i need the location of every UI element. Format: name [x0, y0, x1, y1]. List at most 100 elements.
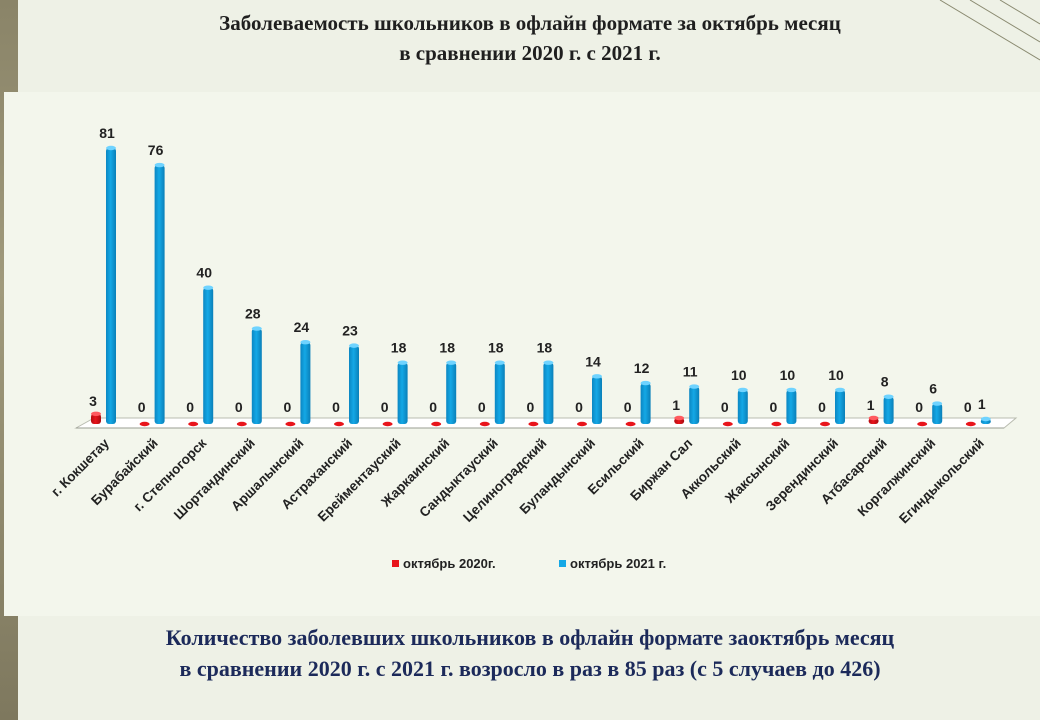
value-label-2021: 76 [148, 142, 164, 158]
value-label-2021: 14 [585, 353, 601, 369]
legend-marker-2020 [392, 560, 399, 567]
value-label-2021: 6 [929, 381, 937, 397]
bar-2021-top [640, 380, 651, 386]
bar-2020 [236, 421, 247, 427]
category-label: Шортандинский [171, 436, 258, 523]
bar-2020-top [674, 415, 685, 421]
bar-2020 [577, 421, 587, 427]
value-label-2021: 40 [196, 265, 212, 281]
legend-label-2021: октябрь 2021 г. [570, 556, 666, 571]
bar-2020 [382, 421, 393, 427]
bar-2020 [188, 421, 199, 427]
bar-2020 [722, 421, 733, 427]
bar-2021-top [251, 326, 262, 331]
value-label-2021: 8 [881, 374, 889, 390]
bar-2020 [431, 421, 442, 427]
value-label-2020: 0 [284, 399, 292, 415]
bar-2020 [528, 421, 539, 427]
bar-2021-top [543, 360, 554, 365]
bar-2021-top [349, 343, 359, 348]
bar-2021 [932, 403, 943, 424]
value-label-2020: 0 [915, 399, 923, 415]
corner-decoration [939, 0, 1040, 61]
bar-2020 [479, 421, 490, 427]
bar-2020 [334, 421, 344, 427]
value-label-2020: 0 [186, 399, 194, 415]
value-label-2021: 81 [99, 125, 115, 141]
title-line-2: в сравнении 2020 г. с 2021 г. [399, 41, 661, 65]
value-label-2021: 10 [780, 367, 796, 383]
value-label-2020: 0 [721, 399, 729, 415]
bar-2021 [251, 328, 262, 424]
category-label: Целиноградский [460, 436, 549, 525]
bar-2021 [203, 287, 214, 424]
value-label-2021: 24 [294, 319, 310, 335]
bar-2021-top [300, 340, 311, 345]
title-line-1: Заболеваемость школьников в офлайн форма… [219, 11, 841, 35]
bar-2021-top [203, 285, 214, 290]
bar-2021 [592, 376, 602, 424]
value-label-2021: 18 [391, 340, 407, 356]
bar-2021-top [154, 162, 165, 168]
slide-title: Заболеваемость школьников в офлайн форма… [20, 8, 1040, 68]
bar-2021 [154, 165, 165, 424]
bar-2021 [349, 345, 359, 424]
bar-2021 [494, 362, 505, 424]
bar-2021 [397, 362, 408, 424]
value-label-2020: 0 [429, 399, 437, 415]
value-label-2020: 0 [770, 399, 778, 415]
bar-2021 [640, 383, 651, 424]
value-label-2020: 1 [867, 397, 875, 413]
bar-2020 [917, 421, 928, 427]
value-label-2021: 12 [634, 360, 650, 376]
bar-2021 [737, 389, 748, 424]
bar-2021-top [592, 374, 602, 379]
value-label-2020: 1 [672, 397, 680, 413]
bar-2020 [771, 421, 782, 427]
value-label-2020: 0 [381, 399, 389, 415]
value-label-2021: 10 [731, 367, 747, 383]
value-label-2020: 0 [138, 399, 146, 415]
legend-marker-2021 [559, 560, 566, 567]
bar-2021-top [397, 360, 408, 365]
summary-text: Количество заболевших школьников в офлай… [20, 622, 1040, 684]
bar-2021 [106, 148, 116, 424]
value-label-2021: 18 [488, 340, 504, 356]
summary-line-2: в сравнении 2020 г. с 2021 г. возросло в… [179, 656, 881, 681]
summary-line-1: Количество заболевших школьников в офлай… [165, 625, 895, 650]
value-label-2021: 11 [683, 364, 698, 380]
bar-2020-top [91, 411, 101, 416]
bar-2021-top [494, 360, 505, 365]
bar-2020-top [868, 415, 879, 421]
bar-2021-top [737, 387, 748, 393]
value-label-2020: 0 [818, 399, 826, 415]
bar-2021 [786, 389, 797, 424]
bar-2021 [446, 362, 457, 424]
bar-2020 [139, 421, 150, 427]
bar-2021-top [883, 394, 894, 399]
bar-2020 [91, 413, 101, 424]
value-label-2021: 18 [537, 340, 553, 356]
bar-2020 [625, 421, 636, 427]
bar-2021-top [835, 387, 845, 393]
value-label-2020: 3 [89, 393, 97, 409]
bar-2021-top [786, 387, 797, 393]
bar-2020 [965, 421, 976, 427]
bar-2021 [883, 396, 894, 424]
chart-panel: 3 81 г. Кокшетау 0 76 Бурабайский 0 40 г. Степно… [4, 92, 1040, 616]
bar-2020 [285, 421, 296, 427]
value-label-2020: 0 [964, 399, 972, 415]
value-label-2021: 23 [342, 323, 358, 339]
value-label-2020: 0 [527, 399, 535, 415]
bar-2021-top [689, 384, 700, 389]
value-label-2020: 0 [332, 399, 340, 415]
value-label-2021: 18 [439, 340, 455, 356]
bar-2021 [300, 342, 311, 424]
bar-2021-top [980, 416, 991, 422]
bar-2021 [543, 362, 554, 424]
value-label-2020: 0 [478, 399, 486, 415]
value-label-2020: 0 [624, 399, 632, 415]
bar-2021-top [106, 145, 116, 151]
value-label-2021: 1 [978, 396, 986, 412]
category-label: Ерейментауский [315, 436, 404, 525]
